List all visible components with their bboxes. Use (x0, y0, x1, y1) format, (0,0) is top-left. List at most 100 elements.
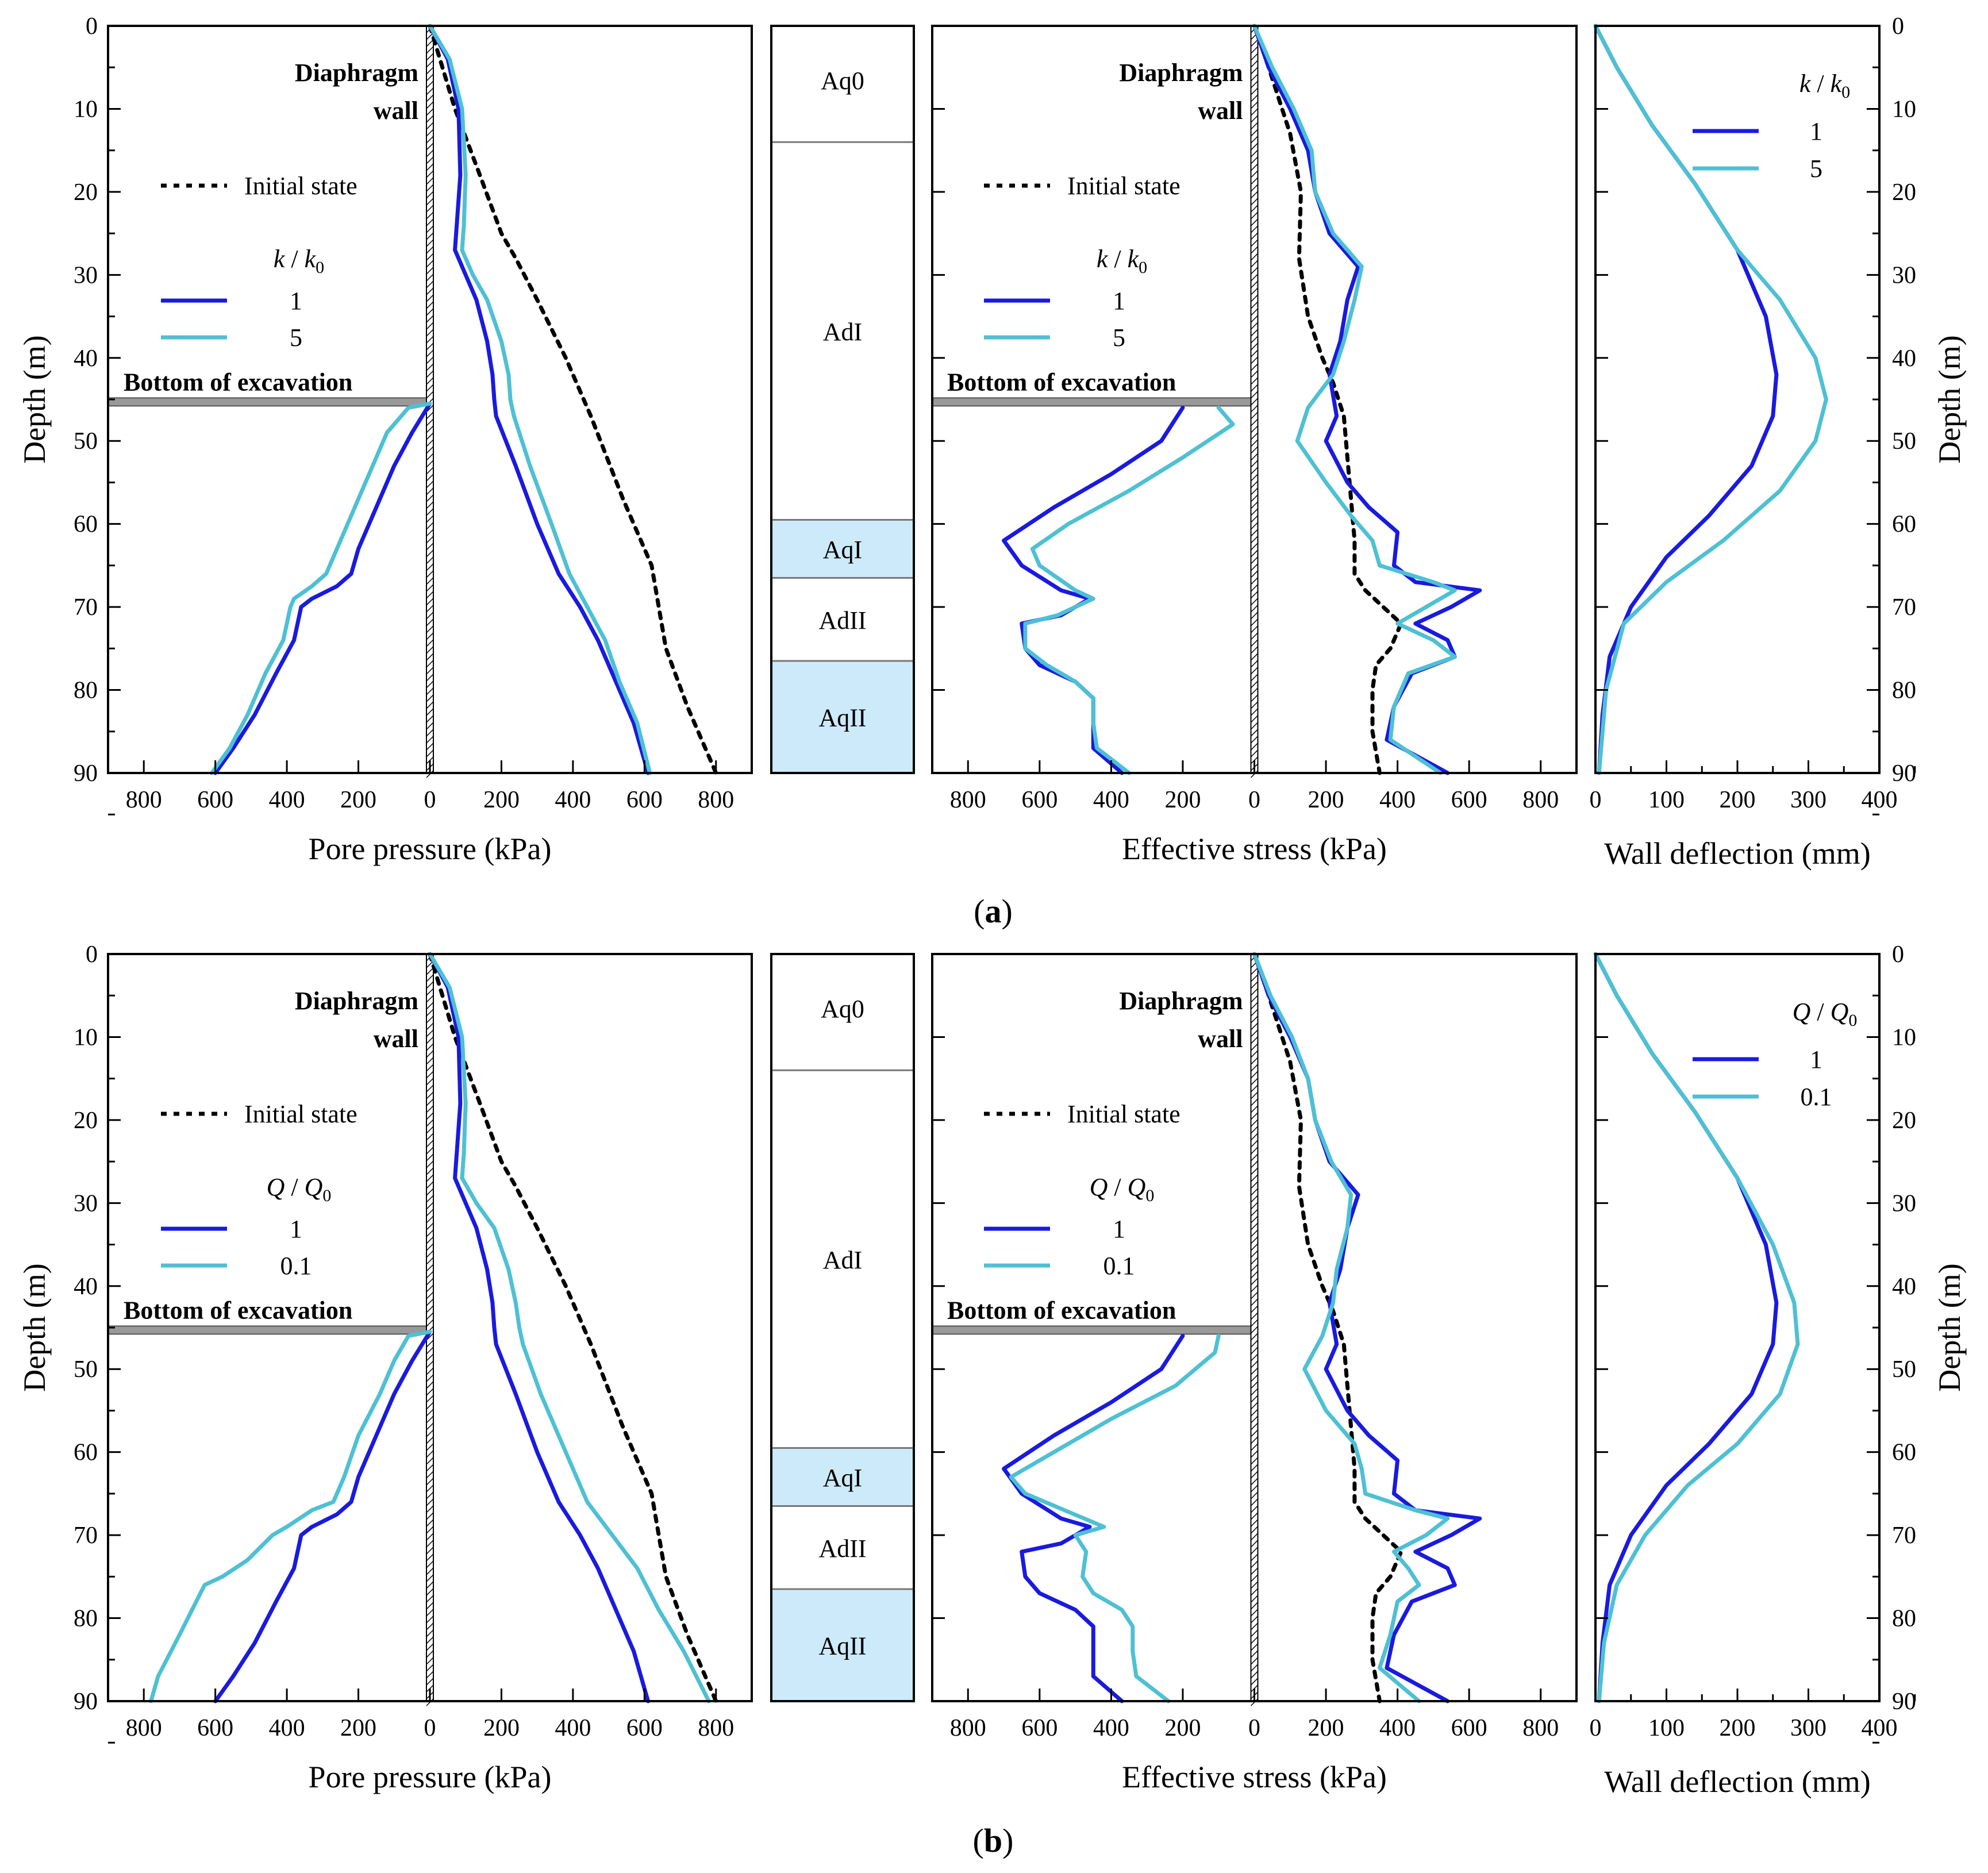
eff-tick-label: 400 (1093, 1715, 1129, 1741)
wall-hatch (426, 1009, 434, 1017)
wall-hatch (1250, 1595, 1259, 1603)
wall-hatch (1250, 1257, 1259, 1265)
depth-axis-label-right: Depth (m) (1932, 335, 1967, 463)
eff-tick-label: 600 (1451, 787, 1487, 813)
wall-hatch (426, 1153, 434, 1162)
wall-hatch (1250, 129, 1259, 137)
press-tick-label: 800 (126, 787, 162, 813)
wall-hatch (426, 1057, 434, 1065)
strata-frame (770, 25, 915, 774)
wall-hatch (426, 1284, 434, 1293)
legend-param-title: Q / Q0 (1090, 1173, 1155, 1205)
press-tick-label: 200 (483, 787, 520, 813)
depth-tick-label-right: 50 (1892, 1356, 1916, 1383)
wall-hatch (1250, 722, 1259, 730)
eff-tick-label: 800 (1522, 787, 1559, 813)
wall-hatch (1250, 1464, 1259, 1472)
defl-series-0-1 (1593, 952, 1800, 1703)
wall-hatch (1250, 667, 1259, 675)
legend-param-part: 0 (1848, 1011, 1857, 1030)
wall-label-line2: wall (374, 97, 418, 125)
wall-hatch (1250, 660, 1259, 668)
wall-hatch (1250, 1174, 1259, 1182)
wall-hatch (426, 1374, 434, 1382)
wall-hatch (1250, 446, 1259, 454)
wall-hatch (426, 1395, 434, 1403)
wall-hatch (426, 1029, 434, 1037)
wall-hatch (1250, 1222, 1259, 1230)
wall-hatch (426, 1353, 434, 1362)
wall-hatch (1250, 274, 1259, 282)
wall-hatch (1250, 1443, 1259, 1451)
pore-series-1-below-excavation- (213, 1329, 432, 1703)
wall-hatch (426, 522, 434, 530)
wall-hatch (426, 1567, 434, 1575)
wall-hatch (426, 1250, 434, 1258)
bottom-excavation-label: Bottom of excavation (124, 1296, 352, 1324)
wall-hatch (1250, 46, 1259, 54)
wall-hatch (426, 1071, 434, 1079)
wall-hatch (1250, 1305, 1259, 1313)
wall-hatch (1250, 149, 1259, 157)
wall-hatch (1250, 232, 1259, 240)
wall-hatch (426, 129, 434, 137)
wall-hatch (1250, 1602, 1259, 1610)
wall-hatch (1250, 701, 1259, 709)
wall-hatch (426, 1222, 434, 1230)
wall-hatch (426, 1436, 434, 1444)
wall-hatch (426, 453, 434, 461)
wall-hatch (1250, 1153, 1259, 1162)
wall-hatch (1250, 170, 1259, 178)
wall-hatch (426, 1043, 434, 1051)
wall-hatch (426, 280, 434, 289)
wall-hatch (1250, 1519, 1259, 1527)
wall-hatch (426, 1484, 434, 1493)
wall-hatch (426, 108, 434, 116)
press-tick-label: 200 (483, 1715, 520, 1741)
depth-tick-label-right: 60 (1892, 1440, 1916, 1466)
wall-hatch (426, 1381, 434, 1389)
wall-hatch (426, 1195, 434, 1203)
defl-axis-label: Wall deflection (mm) (1604, 1764, 1870, 1799)
defl-axis-label: Wall deflection (mm) (1604, 836, 1870, 871)
wall-label-line1: Diaphragm (295, 59, 418, 87)
wall-hatch (426, 446, 434, 454)
wall-hatch (426, 1595, 434, 1603)
wall-hatch (1250, 1243, 1259, 1251)
press-tick-label: 400 (269, 1715, 305, 1741)
wall-hatch (1250, 1574, 1259, 1582)
legend-param-part: k (1831, 70, 1843, 98)
wall-hatch (426, 1291, 434, 1299)
stratum-label: AqI (823, 536, 862, 564)
defl-series-1 (1593, 24, 1779, 775)
eff-tick-label: 200 (1164, 787, 1201, 813)
wall-hatch (1250, 287, 1259, 295)
wall-hatch (1250, 94, 1259, 102)
wall-hatch (1250, 611, 1259, 620)
wall-hatch (1250, 60, 1259, 68)
wall-hatch (426, 225, 434, 233)
stratum-fill (771, 661, 914, 773)
wall-hatch (1250, 1029, 1259, 1037)
wall-hatch (1250, 356, 1259, 364)
wall-hatch (1250, 460, 1259, 468)
wall-hatch (1250, 1388, 1259, 1396)
panel-label-a: (a) (974, 893, 1013, 930)
wall-hatch (1250, 218, 1259, 226)
wall-hatch (1250, 1250, 1259, 1258)
wall-hatch (426, 708, 434, 716)
wall-hatch (426, 974, 434, 982)
depth-tick-label: 80 (74, 678, 98, 704)
eff-series-1 (1252, 952, 1482, 1703)
wall-hatch (1250, 708, 1259, 716)
wall-hatch (1250, 1112, 1259, 1120)
wall-hatch (426, 536, 434, 544)
wall-hatch (1250, 522, 1259, 530)
depth-tick-label: 50 (74, 428, 98, 455)
wall-hatch (1250, 1567, 1259, 1575)
depth-tick-label: 40 (74, 345, 98, 372)
depth-axis-label-right: Depth (m) (1932, 1263, 1967, 1391)
wall-hatch (426, 425, 434, 433)
wall-hatch (1250, 1512, 1259, 1520)
wall-hatch (1250, 1022, 1259, 1030)
